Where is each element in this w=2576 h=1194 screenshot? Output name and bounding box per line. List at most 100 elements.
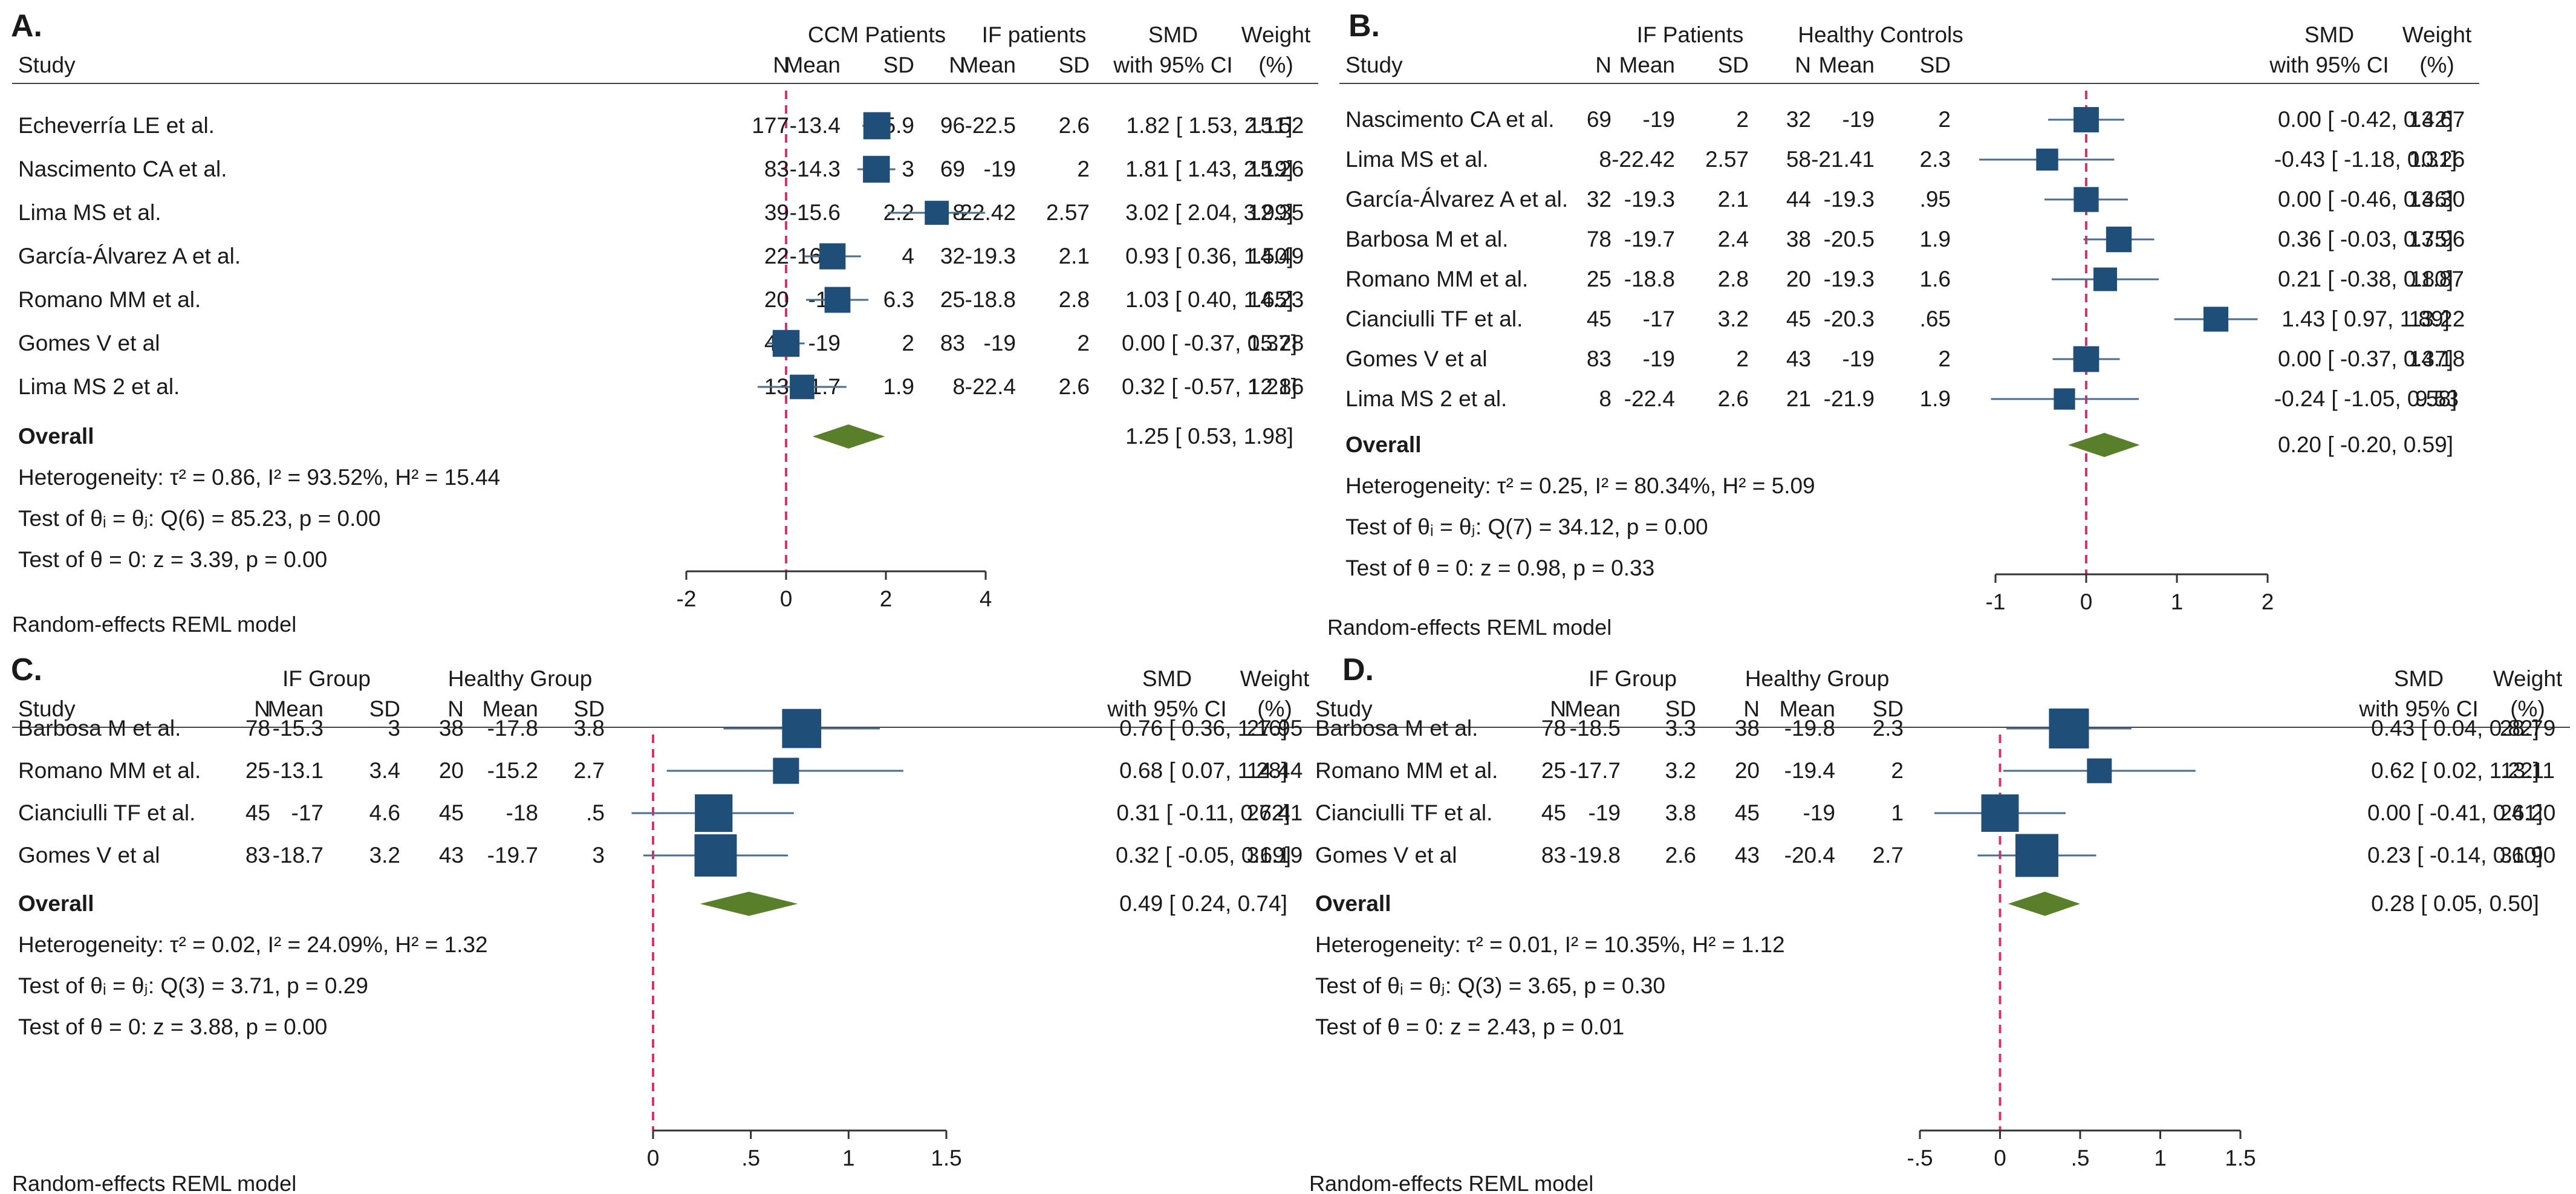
model-note: Random-effects REML model	[1309, 1171, 1593, 1194]
overall-label: Overall	[18, 891, 94, 916]
study-row: Cianciulli TF et al. 45 -19 3.8 45 -19 1 0.00 […	[1315, 794, 2555, 832]
smd-ci-value: -0.43 [ -1.18, 0.31]	[2274, 147, 2457, 172]
tick-label: .5	[741, 1146, 760, 1170]
mean1-value: -22.42	[1612, 147, 1675, 172]
effect-marker	[773, 758, 799, 784]
study-row: Gomes V et al 83 -19.8 2.6 43 -20.4 2.7 0.23 [ …	[1315, 834, 2555, 877]
sd1-value: 2	[1736, 346, 1749, 371]
study-header: Study	[18, 696, 76, 721]
sd1-value: 2.6	[1718, 386, 1749, 411]
weight-value: 31.19	[1247, 843, 1303, 868]
weight-value: 13.30	[2409, 187, 2465, 212]
model-note: Random-effects REML model	[12, 612, 296, 637]
smd-ci-value: 1.43 [ 0.97, 1.89]	[2282, 307, 2450, 331]
sd2-value: 2.7	[574, 758, 605, 783]
n2-value: 20	[1735, 758, 1760, 783]
n2-value: 43	[1735, 843, 1760, 868]
n1-value: 25	[1541, 758, 1566, 783]
weight-value: 15.52	[1248, 113, 1304, 138]
column-header-s2: SD	[1059, 53, 1090, 77]
sd1-value: 2.6	[1665, 843, 1696, 868]
weight-value: 14.44	[1247, 758, 1303, 783]
ci-header: with 95% CI	[2358, 696, 2478, 721]
effect-marker	[2073, 187, 2099, 212]
x-axis: 0 .5 1 1.5	[647, 1129, 962, 1170]
sd2-value: 2.7	[1873, 843, 1904, 868]
weight-unit: (%)	[1257, 696, 1292, 721]
n2-value: 32	[940, 244, 965, 268]
study-name: Echeverría LE et al.	[18, 113, 215, 138]
study-row: Barbosa M et al. 78 -18.5 3.3 38 -19.8 2.3 0.43…	[1315, 708, 2555, 749]
n1-value: 83	[1587, 346, 1612, 371]
column-header-m2: Mean	[960, 53, 1016, 77]
mean1-value: -18.5	[1570, 716, 1621, 741]
study-name: Romano MM et al.	[1345, 267, 1528, 291]
study-name: Cianciulli TF et al.	[1345, 307, 1523, 331]
smd-ci-value: 0.00 [ -0.42, 0.42]	[2278, 107, 2453, 132]
smd-header: SMD	[2304, 22, 2354, 47]
n1-value: 8	[1599, 147, 1612, 172]
column-header-n1: N	[773, 53, 789, 77]
study-row: Echeverría LE et al. 177 -13.4 5.9 96 -22.5 2.…	[18, 112, 1304, 140]
effect-marker	[2093, 267, 2117, 291]
group1-header: IF Group	[282, 666, 371, 691]
tick-label: 2	[880, 586, 893, 611]
sd1-value: 6.3	[883, 287, 914, 312]
mean2-value: -19	[1843, 107, 1875, 132]
n2-value: 43	[1786, 346, 1811, 371]
model-note: Random-effects REML model	[1327, 615, 1612, 640]
study-name: Lima MS et al.	[18, 200, 161, 225]
effect-marker	[2073, 346, 2100, 372]
column-header-m1: Mean	[267, 696, 324, 721]
mean2-value: -19	[984, 157, 1016, 181]
sd1-value: 3.2	[369, 843, 400, 868]
sd1-value: 2	[902, 331, 914, 355]
n1-value: 78	[1541, 716, 1566, 741]
sd1-value: 3.2	[1718, 307, 1749, 331]
smd-ci-value: 1.81 [ 1.43, 2.19]	[1125, 157, 1293, 181]
tick-label: 0	[647, 1146, 660, 1170]
smd-ci-value: 0.68 [ 0.07, 1.28]	[1119, 758, 1287, 783]
overall-ci-value: 0.49 [ 0.24, 0.74]	[1119, 891, 1287, 916]
weight-value: 15.28	[1248, 331, 1304, 355]
overall-label: Overall	[1315, 891, 1391, 916]
panel-label: A.	[11, 8, 42, 44]
x-axis: -1 0 1 2	[1986, 573, 2274, 614]
sd1-value: 3.3	[1665, 716, 1696, 741]
study-row: Nascimento CA et al. 83 -14.3 3 69 -19 2 1.81 […	[18, 155, 1304, 183]
column-header-s2: SD	[1873, 696, 1904, 721]
study-name: Nascimento CA et al.	[18, 157, 227, 181]
column-header-s1: SD	[883, 53, 914, 77]
mean1-value: -17.7	[1570, 758, 1621, 783]
mean1-value: -15.3	[273, 716, 324, 741]
weight-header: Weight	[2402, 22, 2472, 47]
study-name: Gomes V et al	[18, 331, 160, 355]
mean2-value: -18	[506, 800, 538, 825]
smd-ci-value: 0.21 [ -0.38, 0.80]	[2278, 267, 2453, 291]
weight-value: 13.96	[2409, 227, 2465, 251]
sd2-value: .95	[1920, 187, 1951, 212]
study-name: Romano MM et al.	[1315, 758, 1498, 783]
n1-value: 20	[764, 287, 789, 312]
n2-value: 38	[1735, 716, 1760, 741]
zero-effect-test: Test of θ = 0: z = 0.98, p = 0.33	[1345, 556, 1654, 580]
mean2-value: -20.3	[1824, 307, 1875, 331]
heterogeneity-stats: Heterogeneity: τ² = 0.25, I² = 80.34%, H…	[1345, 473, 1815, 498]
group2-header: Healthy Group	[448, 666, 593, 691]
overall-label: Overall	[18, 424, 94, 449]
n1-value: 45	[1541, 800, 1566, 825]
mean2-value: -20.5	[1824, 227, 1875, 251]
sd2-value: 3.8	[574, 716, 605, 741]
weight-header: Weight	[1241, 22, 1311, 47]
weight-header: Weight	[1240, 666, 1310, 691]
sd2-value: 2.1	[1059, 244, 1090, 268]
mean1-value: -17	[1643, 307, 1675, 331]
group1-header: CCM Patients	[808, 22, 946, 47]
mean1-value: -19	[1643, 346, 1675, 371]
overall-diamond	[700, 892, 798, 916]
weight-value: 14.18	[2409, 346, 2465, 371]
weight-unit: (%)	[2510, 696, 2545, 721]
study-row: García-Álvarez A et al. 22 -16.5 4 32 -19.3 2.…	[18, 243, 1304, 270]
study-name: Romano MM et al.	[18, 287, 201, 312]
